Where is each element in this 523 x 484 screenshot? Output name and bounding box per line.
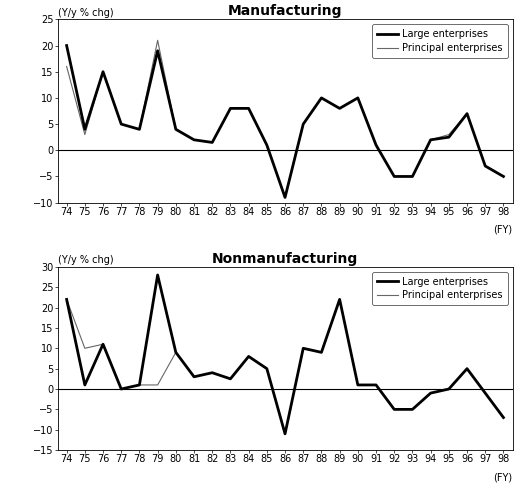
Text: (Y/y % chg): (Y/y % chg) (58, 255, 113, 265)
Title: Nonmanufacturing: Nonmanufacturing (212, 252, 358, 266)
Legend: Large enterprises, Principal enterprises: Large enterprises, Principal enterprises (372, 272, 508, 305)
Text: (FY): (FY) (493, 472, 513, 482)
Legend: Large enterprises, Principal enterprises: Large enterprises, Principal enterprises (372, 24, 508, 58)
Text: (Y/y % chg): (Y/y % chg) (58, 8, 113, 17)
Text: (FY): (FY) (493, 225, 513, 235)
Title: Manufacturing: Manufacturing (228, 4, 342, 18)
